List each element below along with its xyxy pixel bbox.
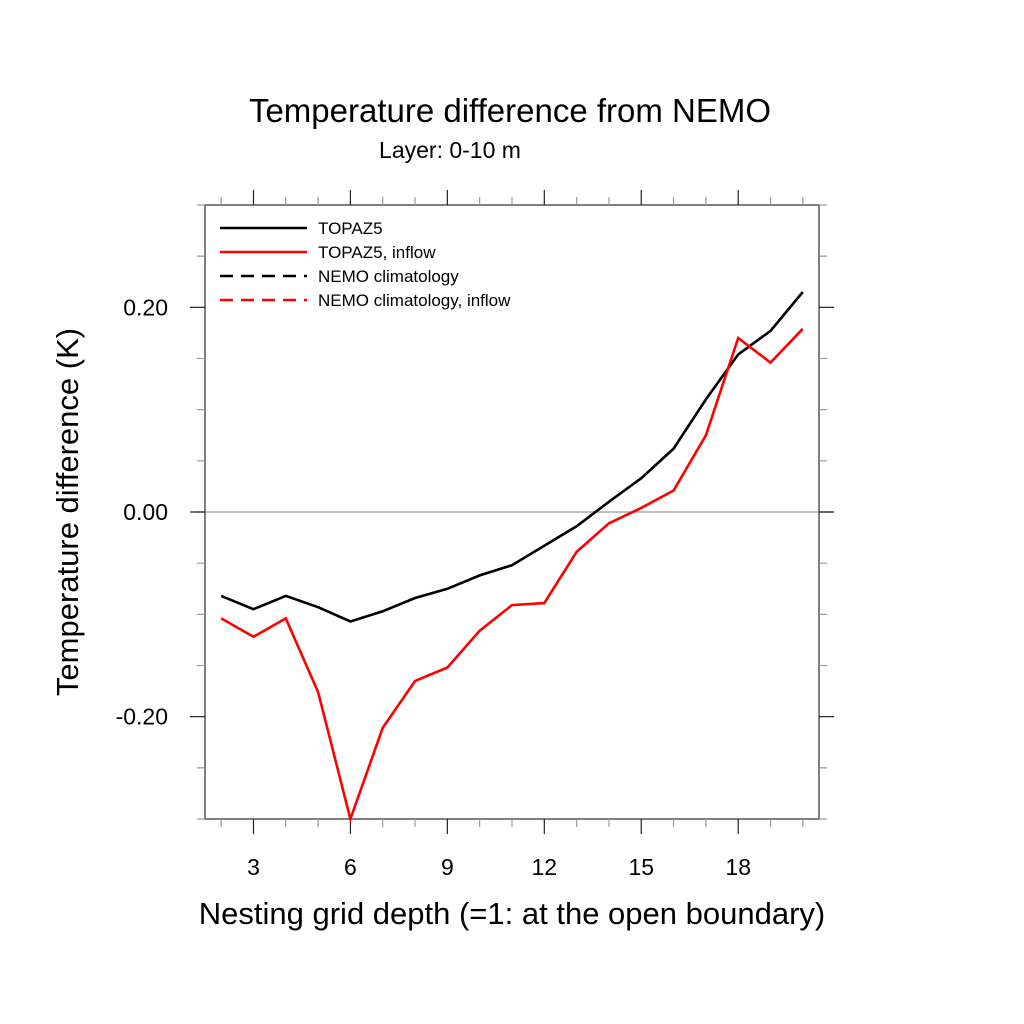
y-tick-label: -0.20 <box>116 704 168 730</box>
x-tick-label: 15 <box>628 854 654 880</box>
x-tick-label: 3 <box>247 854 260 880</box>
x-tick-label: 18 <box>725 854 751 880</box>
x-tick-label: 12 <box>532 854 558 880</box>
chart-title: Temperature difference from NEMO <box>249 92 771 129</box>
chart-subtitle: Layer: 0-10 m <box>379 137 521 163</box>
legend-label: TOPAZ5, inflow <box>318 243 436 262</box>
series-line-0 <box>220 291 804 623</box>
legend: TOPAZ5 TOPAZ5, inflow NEMO climatology NEMO… <box>220 219 511 310</box>
y-tick-label: 0.20 <box>123 294 168 320</box>
y-axis-title: Temperature difference (K) <box>50 328 85 696</box>
series-line-1 <box>220 327 804 824</box>
x-tick-label: 6 <box>344 854 357 880</box>
y-tick-label: 0.00 <box>123 499 168 525</box>
x-tick-label: 9 <box>441 854 454 880</box>
data-lines <box>220 291 804 824</box>
legend-label: TOPAZ5 <box>318 219 383 238</box>
x-axis-title: Nesting grid depth (=1: at the open boun… <box>199 896 825 931</box>
axes: 3 6 9 12 15 18 -0.20 0.00 0.20 <box>116 190 834 880</box>
legend-label: NEMO climatology <box>318 267 459 286</box>
legend-label: NEMO climatology, inflow <box>318 291 511 310</box>
